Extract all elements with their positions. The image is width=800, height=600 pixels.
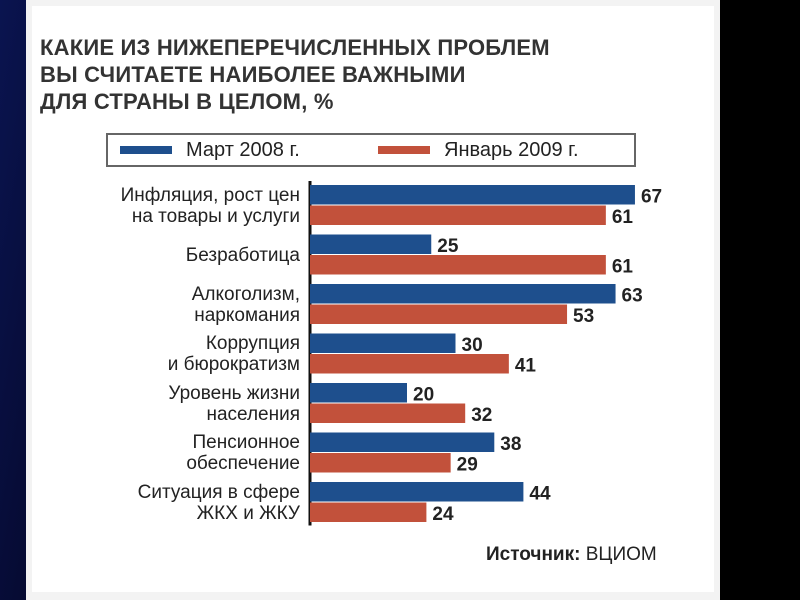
bar-series-1-cat-3 bbox=[310, 284, 616, 304]
bar-series-2-cat-7 bbox=[310, 502, 427, 522]
bar-series-1-cat-2 bbox=[310, 234, 432, 254]
value-label-series-2-cat-6: 29 bbox=[457, 455, 478, 476]
value-label-series-1-cat-5: 20 bbox=[413, 385, 434, 406]
chart-title: КАКИЕ ИЗ НИЖЕПЕРЕЧИСЛЕННЫХ ПРОБЛЕМ ВЫ СЧ… bbox=[40, 35, 550, 114]
chart-legend: Март 2008 г. Январь 2009 г. bbox=[106, 133, 636, 167]
category-label-3: Алкоголизм, наркомания bbox=[191, 283, 300, 326]
value-label-series-1-cat-4: 30 bbox=[462, 335, 483, 356]
value-label-series-2-cat-3: 53 bbox=[573, 306, 594, 327]
legend-label-series-1: Март 2008 г. bbox=[186, 138, 300, 161]
category-label-2: Безработица bbox=[185, 244, 300, 266]
legend-label-series-2: Январь 2009 г. bbox=[444, 138, 579, 161]
value-label-series-2-cat-4: 41 bbox=[515, 356, 537, 377]
bar-series-2-cat-5 bbox=[310, 403, 466, 423]
value-label-series-2-cat-7: 24 bbox=[432, 504, 454, 525]
value-label-series-1-cat-2: 25 bbox=[437, 236, 459, 257]
bar-series-1-cat-1 bbox=[310, 185, 635, 205]
value-label-series-2-cat-2: 61 bbox=[612, 257, 634, 278]
source-label: Источник: bbox=[486, 544, 581, 565]
value-label-series-1-cat-3: 63 bbox=[622, 286, 643, 307]
value-label-series-2-cat-1: 61 bbox=[612, 207, 634, 228]
bar-series-2-cat-6 bbox=[310, 453, 451, 473]
legend-swatch-series-1 bbox=[120, 146, 172, 154]
category-label-4: Коррупция и бюрократизм bbox=[167, 333, 300, 375]
bar-series-1-cat-7 bbox=[310, 482, 524, 502]
source-value: ВЦИОМ bbox=[585, 544, 657, 565]
legend-item-series-1: Март 2008 г. bbox=[120, 135, 300, 165]
bar-series-2-cat-2 bbox=[310, 255, 606, 275]
category-label-5: Уровень жизни населения bbox=[168, 382, 300, 425]
bar-series-2-cat-4 bbox=[310, 354, 509, 374]
category-label-7: Ситуация в сфере ЖКХ и ЖКУ bbox=[137, 481, 300, 524]
bar-series-1-cat-4 bbox=[310, 333, 456, 353]
bar-series-2-cat-1 bbox=[310, 205, 606, 225]
value-label-series-1-cat-6: 38 bbox=[500, 434, 521, 455]
category-label-1: Инфляция, рост цен на товары и услуги bbox=[120, 184, 300, 227]
value-label-series-1-cat-1: 67 bbox=[641, 187, 662, 208]
source-note: Источник: ВЦИОМ bbox=[486, 544, 657, 566]
category-label-6: Пенсионное обеспечение bbox=[186, 432, 300, 474]
bar-series-1-cat-5 bbox=[310, 383, 407, 403]
legend-item-series-2: Январь 2009 г. bbox=[378, 135, 579, 165]
bar-series-1-cat-6 bbox=[310, 432, 495, 452]
value-label-series-1-cat-7: 44 bbox=[529, 484, 551, 505]
bar-series-2-cat-3 bbox=[310, 304, 568, 324]
value-label-series-2-cat-5: 32 bbox=[471, 405, 492, 426]
legend-swatch-series-2 bbox=[378, 146, 430, 154]
